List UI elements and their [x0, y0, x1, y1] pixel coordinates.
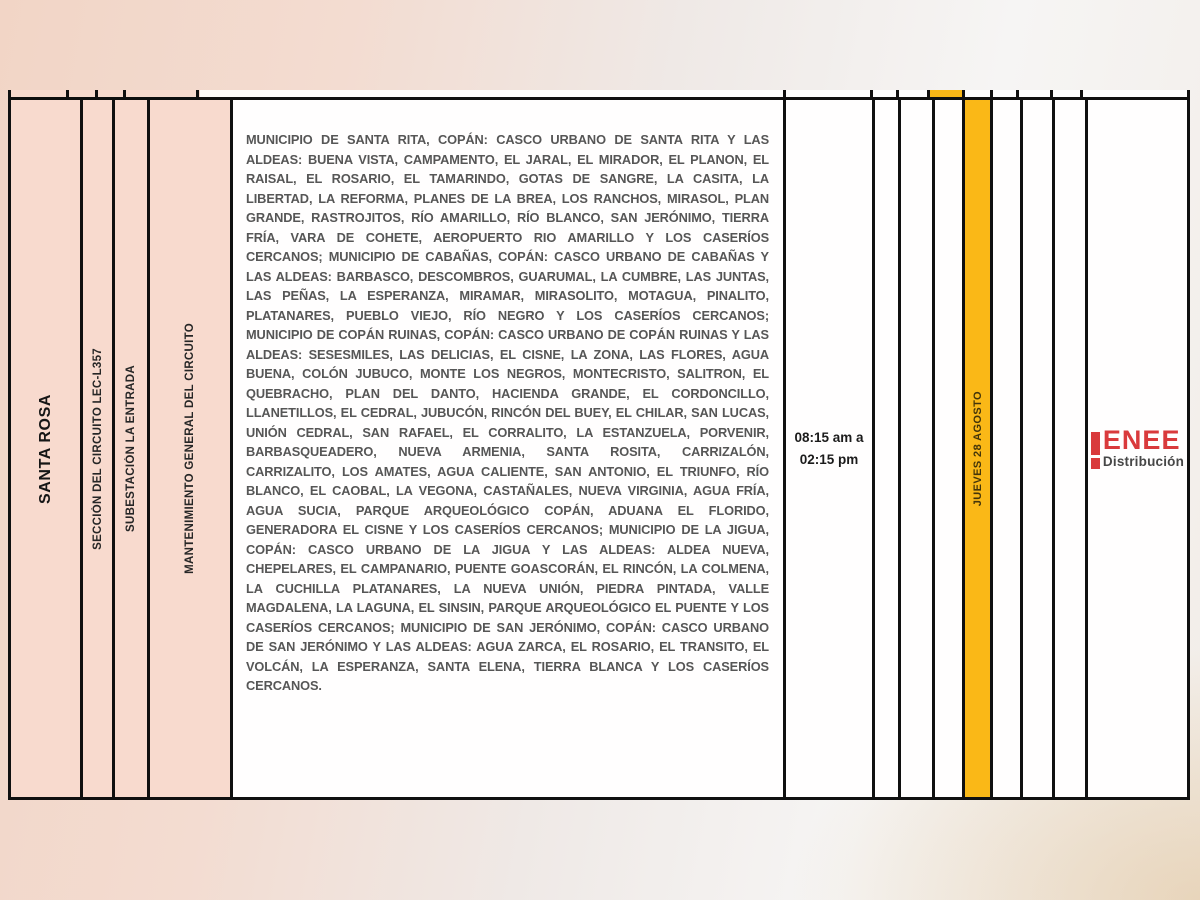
- grid-line-stub: [1016, 90, 1019, 97]
- enee-flag-icon: [1090, 428, 1100, 469]
- grid-line-stub: [8, 90, 11, 97]
- previous-row-white-cells: [200, 90, 1187, 97]
- work-type-label: MANTENIMIENTO GENERAL DEL CIRCUITO: [184, 323, 196, 574]
- empty-cell: [935, 100, 965, 797]
- region-cell: SANTA ROSA: [11, 100, 83, 797]
- outage-schedule-table: SANTA ROSA SECCIÓN DEL CIRCUITO LEC-L357…: [8, 97, 1190, 800]
- grid-line-stub: [962, 90, 965, 97]
- affected-areas-text: MUNICIPIO DE SANTA RITA, COPÁN: CASCO UR…: [246, 132, 769, 693]
- grid-line-stub: [95, 90, 98, 97]
- enee-logo-subtitle: Distribución: [1102, 454, 1185, 469]
- grid-line-stub: [1050, 90, 1053, 97]
- previous-row-pink-cells: [8, 90, 200, 97]
- schedule-time-end: 02:15 pm: [799, 451, 859, 467]
- affected-areas-cell: MUNICIPIO DE SANTA RITA, COPÁN: CASCO UR…: [233, 100, 786, 797]
- previous-row-yellow-cell: [930, 90, 962, 97]
- work-type-cell: MANTENIMIENTO GENERAL DEL CIRCUITO: [150, 100, 233, 797]
- substation-cell: SUBESTACIÓN LA ENTRADA: [115, 100, 150, 797]
- schedule-time-start: 08:15 am a: [794, 429, 864, 445]
- empty-cell: [1055, 100, 1088, 797]
- substation-label: SUBESTACIÓN LA ENTRADA: [125, 365, 137, 532]
- grid-line-stub: [896, 90, 899, 97]
- grid-line-stub: [1080, 90, 1083, 97]
- grid-line-stub: [870, 90, 873, 97]
- enee-logo: ENEE Distribución: [1090, 425, 1185, 470]
- enee-logo-text: ENEE Distribución: [1102, 425, 1185, 470]
- grid-line-stub: [196, 90, 199, 97]
- schedule-time: 08:15 am a 02:15 pm: [794, 427, 863, 471]
- enee-flag-square-icon: [1090, 458, 1100, 469]
- enee-flag-bar-icon: [1090, 432, 1100, 455]
- empty-cell: [1023, 100, 1055, 797]
- grid-line-stub: [123, 90, 126, 97]
- grid-line-stub: [927, 90, 930, 97]
- circuit-section-cell: SECCIÓN DEL CIRCUITO LEC-L357: [83, 100, 115, 797]
- schedule-cell: 08:15 am a 02:15 pm: [786, 100, 875, 797]
- region-label: SANTA ROSA: [36, 393, 54, 504]
- enee-logo-name: ENEE: [1102, 425, 1181, 455]
- previous-row-sliver: [0, 90, 1200, 97]
- grid-line-stub: [1187, 90, 1190, 97]
- empty-cell: [875, 100, 901, 797]
- outage-day-cell: JUEVES 28 AGOSTO: [965, 100, 993, 797]
- empty-cell: [993, 100, 1023, 797]
- grid-line-stub: [783, 90, 786, 97]
- grid-line-stub: [66, 90, 69, 97]
- logo-cell: ENEE Distribución: [1088, 100, 1187, 797]
- grid-line-stub: [990, 90, 993, 97]
- circuit-section-label: SECCIÓN DEL CIRCUITO LEC-L357: [91, 347, 104, 550]
- empty-cell: [901, 100, 935, 797]
- outage-day-label: JUEVES 28 AGOSTO: [971, 390, 984, 507]
